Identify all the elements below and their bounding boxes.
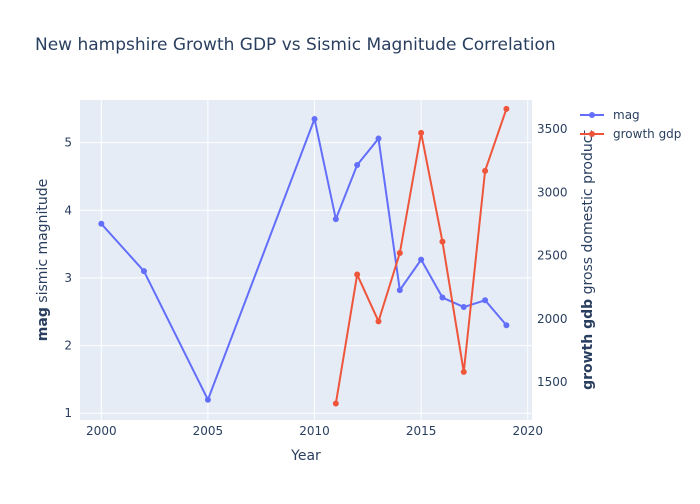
x-axis-title: Year (290, 448, 321, 464)
y-right-axis-title: growth gdb gross domestic product (580, 130, 596, 390)
y-right-tick-label: 1500 (537, 375, 568, 389)
y-left-tick-label: 2 (64, 339, 72, 353)
y-right-tick-label: 3000 (537, 185, 568, 199)
chart-title: New hampshire Growth GDP vs Sismic Magni… (35, 35, 556, 55)
data-point-mag (98, 220, 105, 227)
x-tick-label: 2020 (512, 424, 543, 438)
x-tick-label: 2000 (86, 424, 117, 438)
data-point-mag (396, 287, 403, 294)
data-point-growth-gdp (396, 250, 403, 257)
data-point-growth-gdp (503, 105, 510, 112)
data-point-growth-gdp (439, 238, 446, 245)
data-point-mag (140, 268, 147, 275)
data-point-growth-gdp (332, 400, 339, 407)
plot-background (80, 100, 532, 420)
x-tick-label: 2010 (299, 424, 330, 438)
data-point-growth-gdp (460, 368, 467, 375)
legend: mag growth gdp (580, 108, 681, 141)
y-right-tick-label: 2500 (537, 249, 568, 263)
x-tick-label: 2005 (193, 424, 224, 438)
data-point-mag (439, 294, 446, 301)
data-point-mag (332, 216, 339, 223)
data-point-growth-gdp (354, 271, 361, 278)
y-left-tick-label: 4 (64, 203, 72, 217)
data-point-growth-gdp (375, 318, 382, 325)
y-right-tick-label: 3500 (537, 122, 568, 136)
data-point-growth-gdp (482, 167, 489, 174)
legend-label-mag: mag (613, 108, 640, 122)
data-point-mag (354, 161, 361, 168)
data-point-mag (375, 135, 382, 142)
legend-label-growth-gdp: growth gdp (613, 127, 681, 141)
legend-swatch-marker-mag (589, 112, 595, 118)
data-point-mag (503, 322, 510, 329)
data-point-mag (204, 396, 211, 403)
y-left-axis-title: mag sismic magnitude (35, 179, 51, 341)
y-left-tick-label: 5 (64, 136, 72, 150)
data-point-growth-gdp (418, 129, 425, 136)
data-point-mag (460, 304, 467, 311)
series-growth-gdp (332, 105, 510, 407)
data-point-mag (482, 297, 489, 304)
y-left-tick-label: 3 (64, 271, 72, 285)
x-tick-label: 2015 (406, 424, 437, 438)
y-left-tick-label: 1 (64, 406, 72, 420)
legend-swatch-marker-growth-gdp (589, 131, 595, 137)
data-point-mag (311, 115, 318, 122)
series-mag (98, 115, 510, 403)
gridlines (80, 100, 532, 420)
y-right-tick-label: 2000 (537, 312, 568, 326)
data-point-mag (418, 256, 425, 263)
